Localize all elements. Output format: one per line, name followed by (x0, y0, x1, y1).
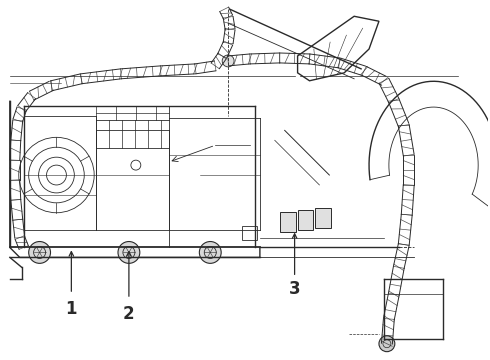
Bar (297, 210, 314, 230)
Text: 2: 2 (123, 305, 135, 323)
Circle shape (199, 242, 221, 264)
Circle shape (379, 336, 395, 352)
Bar (316, 208, 331, 228)
Bar (242, 226, 257, 239)
Circle shape (29, 242, 50, 264)
Circle shape (222, 55, 234, 67)
Text: 3: 3 (289, 280, 300, 298)
Circle shape (118, 242, 140, 264)
Bar (280, 212, 295, 231)
Text: 1: 1 (66, 300, 77, 318)
